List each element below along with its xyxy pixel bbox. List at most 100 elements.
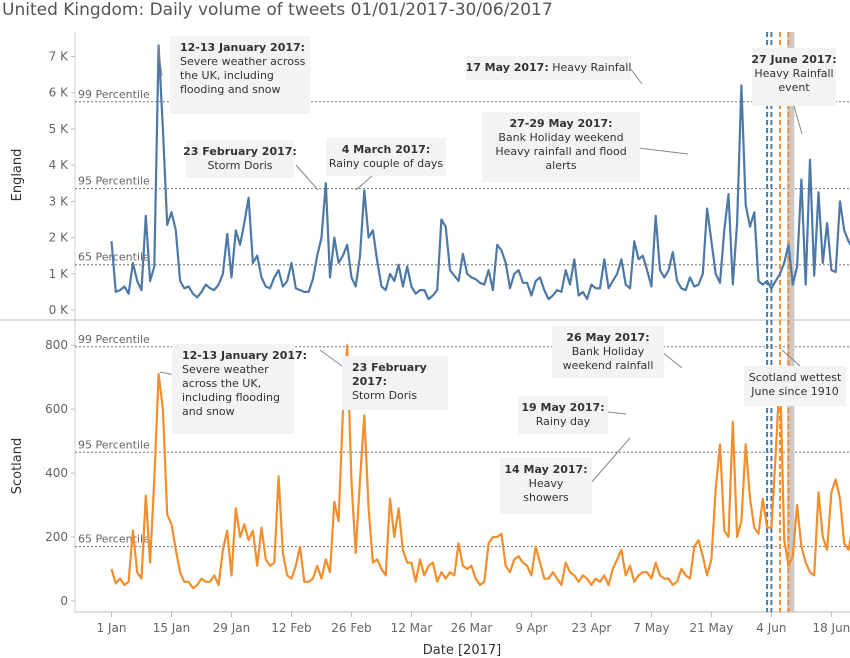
- annotation-background: [326, 138, 446, 176]
- x-tick-label: 9 Apr: [515, 621, 547, 635]
- annotation-box: 19 May 2017:Rainy day: [518, 396, 627, 434]
- annotation-line: flooding and snow: [180, 83, 281, 96]
- reference-line-label: 65 Percentile: [78, 533, 150, 546]
- annotation-heading: 23 February: [352, 361, 427, 374]
- annotation-background: [342, 356, 448, 410]
- annotation-heading: 27-29 May 2017:: [509, 117, 612, 130]
- annotation-box: 12-13 January 2017:Severe weather across…: [157, 36, 310, 114]
- x-tick-label: 29 Jan: [213, 621, 251, 635]
- annotation-heading: 27 June 2017:: [751, 53, 836, 66]
- annotation-box: 17 May 2017: Heavy Rainfall: [466, 56, 643, 85]
- annotation-heading: 12-13 January 2017:: [182, 349, 307, 362]
- reference-line-label: 95 Percentile: [78, 438, 150, 451]
- annotation-leader-line: [629, 67, 643, 85]
- panel-title-england: England: [10, 149, 25, 202]
- annotation-line: and snow: [182, 405, 235, 418]
- y-tick-label: 200: [45, 530, 68, 544]
- annotation-line: Rainy day: [536, 415, 591, 428]
- annotation-leader-line: [661, 351, 683, 369]
- annotation-background: [466, 56, 631, 80]
- annotation-line: Heavy: [529, 477, 564, 490]
- reference-line-label: 65 Percentile: [78, 251, 150, 264]
- y-tick-label: 400: [45, 466, 68, 480]
- annotation-inline-text: Heavy Rainfall: [549, 61, 632, 74]
- annotation-leader-line: [607, 411, 627, 415]
- x-tick-label: 7 May: [633, 621, 669, 635]
- annotation-heading: 17 May 2017: Heavy Rainfall: [466, 61, 632, 74]
- x-tick-label: 12 Feb: [271, 621, 311, 635]
- chart-frame: [0, 32, 850, 613]
- annotation-background: [186, 140, 294, 178]
- annotation-line: Severe weather across: [180, 55, 306, 68]
- x-tick-label: 26 Feb: [331, 621, 371, 635]
- annotation-line: June since 1910: [750, 385, 839, 398]
- reference-line-label: 99 Percentile: [78, 333, 150, 346]
- x-tick-label: 18 Jun: [812, 621, 850, 635]
- annotation-background: [552, 326, 664, 378]
- x-tick-label: 23 Apr: [571, 621, 611, 635]
- annotation-line: Bank Holiday: [572, 345, 645, 358]
- x-tick-label: 26 Mar: [451, 621, 493, 635]
- annotation-line: the UK, including: [180, 69, 274, 82]
- x-tick-label: 12 Mar: [391, 621, 433, 635]
- annotation-heading: 14 May 2017:: [504, 463, 587, 476]
- y-tick-label: 800: [45, 338, 68, 352]
- y-tick-label: 2 K: [49, 231, 69, 245]
- shaded-event-band: [787, 32, 795, 612]
- annotation-background: [752, 48, 836, 106]
- annotation-heading: 23 February 2017:: [183, 145, 297, 158]
- annotation-leader-line: [355, 175, 373, 191]
- annotation-leader-line: [157, 43, 163, 77]
- reference-line-label: 95 Percentile: [78, 175, 150, 188]
- annotation-line: event: [778, 81, 810, 94]
- series-lines: [110, 44, 850, 590]
- y-tick-label: 0: [60, 594, 68, 608]
- x-tick-label: 15 Jan: [153, 621, 191, 635]
- annotation-line: Storm Doris: [352, 389, 417, 402]
- annotation-heading: 19 May 2017:: [521, 401, 604, 414]
- annotation-heading-line: 2017:: [352, 375, 387, 388]
- chart-title: United Kingdom: Daily volume of tweets 0…: [2, 0, 553, 20]
- series-line-england: [110, 44, 850, 301]
- annotation-leader-line: [781, 349, 801, 367]
- annotations: 12-13 January 2017:Severe weather across…: [157, 36, 846, 514]
- annotation-line: across the UK,: [182, 377, 261, 390]
- annotation-leader-line: [319, 349, 343, 367]
- reference-lines: 99 Percentile 95 Percentile 65 Percentile 9…: [75, 88, 850, 548]
- annotation-heading: 26 May 2017:: [566, 331, 649, 344]
- y-tick-label: 5 K: [49, 122, 69, 136]
- y-tick-label: 6 K: [49, 86, 69, 100]
- x-tick-label: 21 May: [689, 621, 733, 635]
- annotation-line: weekend rainfall: [563, 359, 654, 372]
- annotation-heading: 4 March 2017:: [342, 143, 430, 156]
- annotation-line: Scotland wettest: [749, 371, 842, 384]
- x-tick-label: 4 Jun: [756, 621, 786, 635]
- reference-line-label: 99 Percentile: [78, 88, 150, 101]
- annotation-box: 27-29 May 2017:Bank Holiday weekendHeavy…: [482, 112, 689, 182]
- annotation-box: 4 March 2017:Rainy couple of days: [326, 138, 446, 191]
- annotation-line: Heavy Rainfall: [754, 67, 833, 80]
- annotation-line: showers: [523, 491, 569, 504]
- annotation-line: Heavy rainfall and flood: [495, 145, 626, 158]
- annotation-leader-line: [793, 105, 803, 135]
- y-tick-label: 4 K: [49, 158, 69, 172]
- annotation-line: alerts: [545, 159, 576, 172]
- series-line-scotland: [110, 344, 850, 590]
- annotation-line: Severe weather: [182, 363, 269, 376]
- x-axis-title: Date [2017]: [423, 643, 501, 658]
- annotation-background: [170, 36, 310, 114]
- annotation-line: Bank Holiday weekend: [498, 131, 623, 144]
- y-tick-label: 7 K: [49, 49, 69, 63]
- annotation-box: 12-13 January 2017:Severe weatheracross …: [159, 344, 307, 434]
- annotation-line: including flooding: [182, 391, 280, 404]
- annotation-background: [172, 344, 294, 434]
- y-tick-label: 3 K: [49, 194, 69, 208]
- x-tick-label: 1 Jan: [97, 621, 127, 635]
- annotation-line: Storm Doris: [207, 159, 272, 172]
- annotation-background: [518, 396, 608, 434]
- annotation-heading: 12-13 January 2017:: [180, 41, 305, 54]
